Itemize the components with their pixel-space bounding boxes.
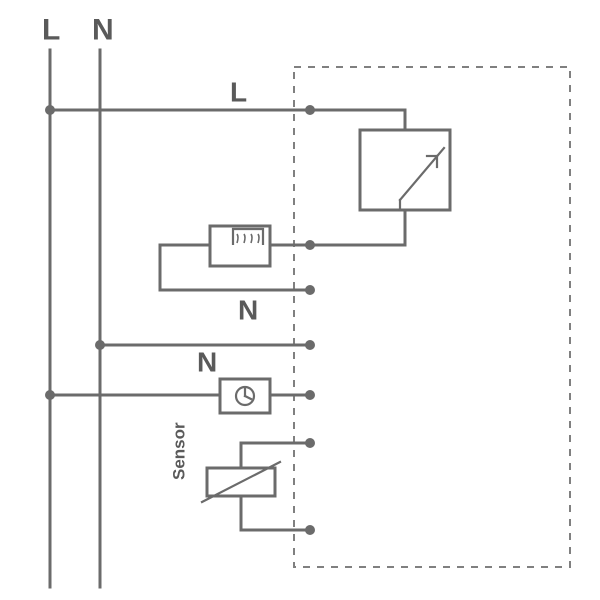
label-N-mid: N xyxy=(238,295,258,326)
label-sensor: Sensor xyxy=(170,422,189,480)
label-L-main: L xyxy=(42,14,60,47)
label-N-in: N xyxy=(197,347,217,378)
heater-load xyxy=(210,226,270,266)
relay-switch xyxy=(360,130,450,210)
label-L-in: L xyxy=(230,77,247,108)
label-N-main: N xyxy=(92,14,114,47)
